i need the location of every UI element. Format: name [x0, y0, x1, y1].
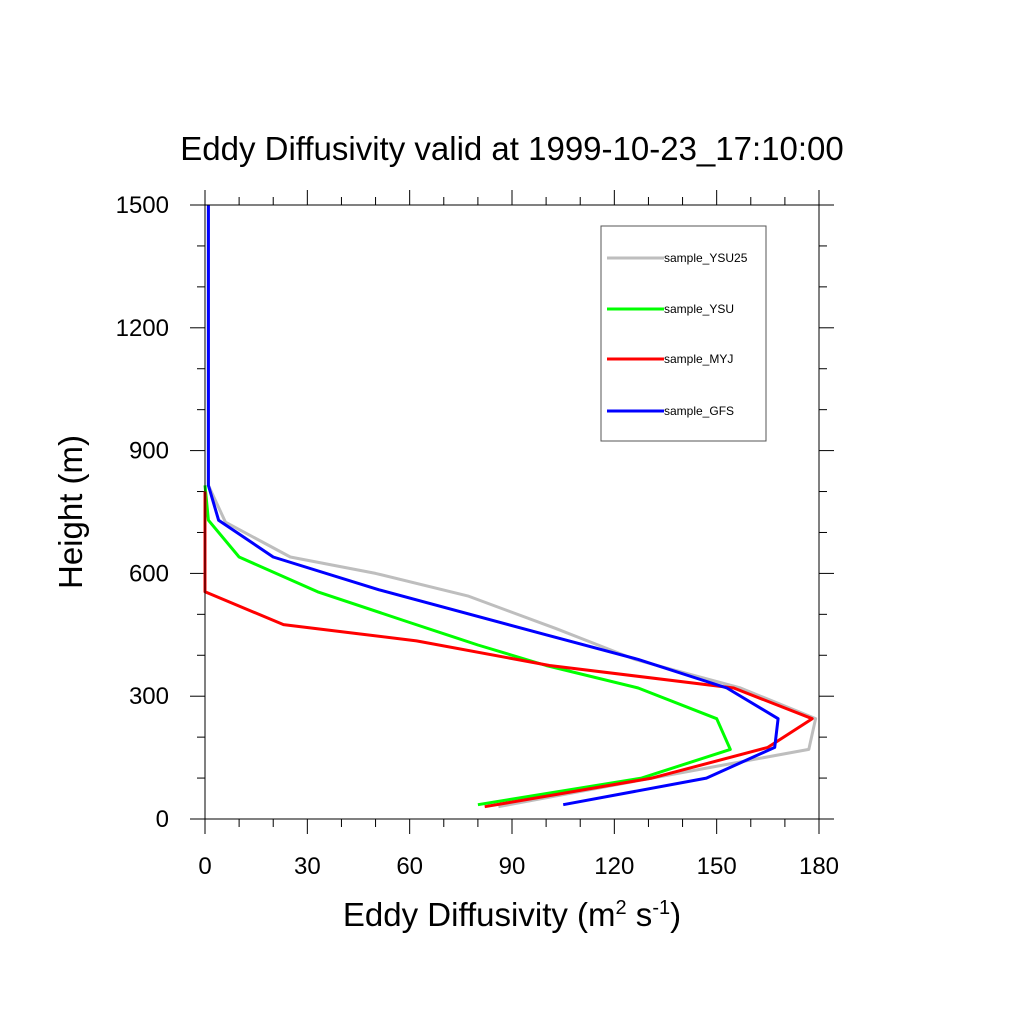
legend-label: sample_MYJ [664, 352, 733, 366]
legend: sample_YSU25 sample_YSU sample_MYJ sample_G… [600, 225, 767, 442]
x-tick-labels: 0 30 60 90 120 150 180 [198, 853, 839, 880]
series-lines [203, 205, 818, 809]
y-tick-label: 300 [129, 683, 169, 710]
y-tick-labels: 0 300 600 900 1200 1500 [116, 192, 169, 833]
x-tick-label: 120 [594, 853, 634, 880]
plot-frame [204, 204, 820, 820]
y-tick-label: 0 [156, 806, 169, 833]
x-axis-title: Eddy Diffusivity (m2 s-1) [343, 896, 681, 933]
tick-marks [190, 190, 834, 834]
x-axis-title-main: Eddy Diffusivity (m [343, 896, 616, 933]
y-tick-label: 1200 [116, 315, 169, 342]
legend-label: sample_YSU25 [664, 251, 748, 265]
chart-title: Eddy Diffusivity valid at 1999-10-23_17:… [180, 130, 843, 167]
x-axis-title-sup2: -1 [652, 897, 670, 919]
y-tick-label: 600 [129, 560, 169, 587]
y-tick-label: 900 [129, 438, 169, 465]
x-axis-title-mid: s [627, 896, 653, 933]
x-tick-label: 0 [198, 853, 211, 880]
series-line-sample-ysu [203, 485, 732, 807]
y-tick-label: 1500 [116, 192, 169, 219]
legend-label: sample_GFS [664, 404, 734, 418]
x-tick-label: 60 [396, 853, 423, 880]
x-axis-title-sup1: 2 [616, 897, 627, 919]
series-line-sample-myj [203, 491, 814, 809]
x-tick-label: 150 [697, 853, 737, 880]
x-axis-title-end: ) [670, 896, 681, 933]
x-tick-label: 90 [499, 853, 526, 880]
x-tick-label: 180 [799, 853, 839, 880]
series-line-sample-gfs [206, 205, 780, 807]
x-tick-label: 30 [294, 853, 321, 880]
y-axis-title: Height (m) [52, 435, 89, 589]
legend-label: sample_YSU [664, 302, 734, 316]
legend-box [600, 225, 767, 442]
